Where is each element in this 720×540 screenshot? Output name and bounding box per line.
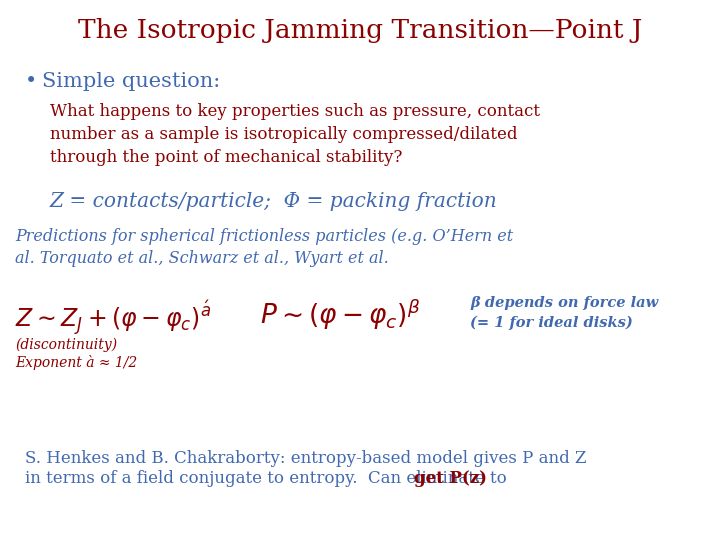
Text: What happens to key properties such as pressure, contact
number as a sample is i: What happens to key properties such as p… (50, 103, 540, 166)
Text: β depends on force law
(= 1 for ideal disks): β depends on force law (= 1 for ideal di… (470, 296, 658, 329)
Text: in terms of a field conjugate to entropy.  Can eliminate to: in terms of a field conjugate to entropy… (25, 470, 512, 487)
Text: $P \sim(\varphi - \varphi_c)^{\beta}$: $P \sim(\varphi - \varphi_c)^{\beta}$ (260, 298, 420, 333)
Text: Simple question:: Simple question: (42, 72, 220, 91)
Text: Exponent à ≈ 1/2: Exponent à ≈ 1/2 (15, 355, 138, 370)
Text: $Z \sim Z_J +(\varphi - \varphi_c)^{\acute{a}}$: $Z \sim Z_J +(\varphi - \varphi_c)^{\acu… (15, 298, 211, 338)
Text: (discontinuity): (discontinuity) (15, 338, 117, 353)
Text: The Isotropic Jamming Transition—Point J: The Isotropic Jamming Transition—Point J (78, 18, 642, 43)
Text: get P(z): get P(z) (414, 470, 487, 487)
Text: S. Henkes and B. Chakraborty: entropy-based model gives P and Z: S. Henkes and B. Chakraborty: entropy-ba… (25, 450, 587, 467)
Text: Predictions for spherical frictionless particles (e.g. O’Hern et
al. Torquato et: Predictions for spherical frictionless p… (15, 228, 513, 267)
Text: •: • (25, 72, 37, 91)
Text: Z = contacts/particle;  Φ = packing fraction: Z = contacts/particle; Φ = packing fract… (50, 192, 498, 211)
